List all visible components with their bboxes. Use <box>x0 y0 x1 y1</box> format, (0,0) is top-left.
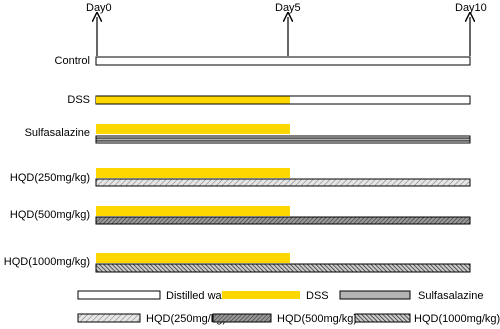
legend-label: DSS <box>306 290 329 302</box>
legend-label: HQD(1000mg/kg) <box>414 313 500 325</box>
legend-swatch <box>77 313 141 323</box>
group-label: Control <box>55 55 90 67</box>
legend: Distilled water DSS Sulfasalazine HQD(25… <box>77 290 500 325</box>
legend-label: HQD(250mg/kg) <box>146 313 226 325</box>
dss-bar <box>96 96 290 104</box>
sulfasalazine-bar <box>95 137 471 142</box>
group-rows: Control DSS Sulfasalazine HQD(250mg/kg) … <box>4 55 471 273</box>
day-markers: Day0 Day5 Day10 <box>86 2 487 56</box>
day-label: Day5 <box>275 2 301 14</box>
legend-swatch <box>354 313 411 323</box>
group-label: HQD(1000mg/kg) <box>4 256 90 268</box>
hqd-bar <box>95 263 471 273</box>
legend-label: HQD(500mg/kg) <box>277 313 357 325</box>
legend-label: Distilled water <box>166 290 235 302</box>
bar <box>95 56 471 66</box>
legend-swatch <box>77 290 161 300</box>
group-label: HQD(500mg/kg) <box>10 209 90 221</box>
dss-bar <box>96 206 290 216</box>
legend-swatch <box>222 291 300 299</box>
day-label: Day0 <box>86 2 112 14</box>
legend-label: Sulfasalazine <box>418 290 483 302</box>
group-label: Sulfasalazine <box>25 127 90 139</box>
hqd-bar <box>95 216 471 225</box>
legend-swatch <box>339 290 411 300</box>
dss-bar <box>96 168 290 178</box>
dss-bar <box>96 253 290 263</box>
group-label: DSS <box>67 94 90 106</box>
dss-bar <box>96 124 290 134</box>
day-label: Day10 <box>455 2 487 14</box>
hqd-bar <box>95 178 471 187</box>
legend-swatch <box>212 313 272 323</box>
group-label: HQD(250mg/kg) <box>10 172 90 184</box>
